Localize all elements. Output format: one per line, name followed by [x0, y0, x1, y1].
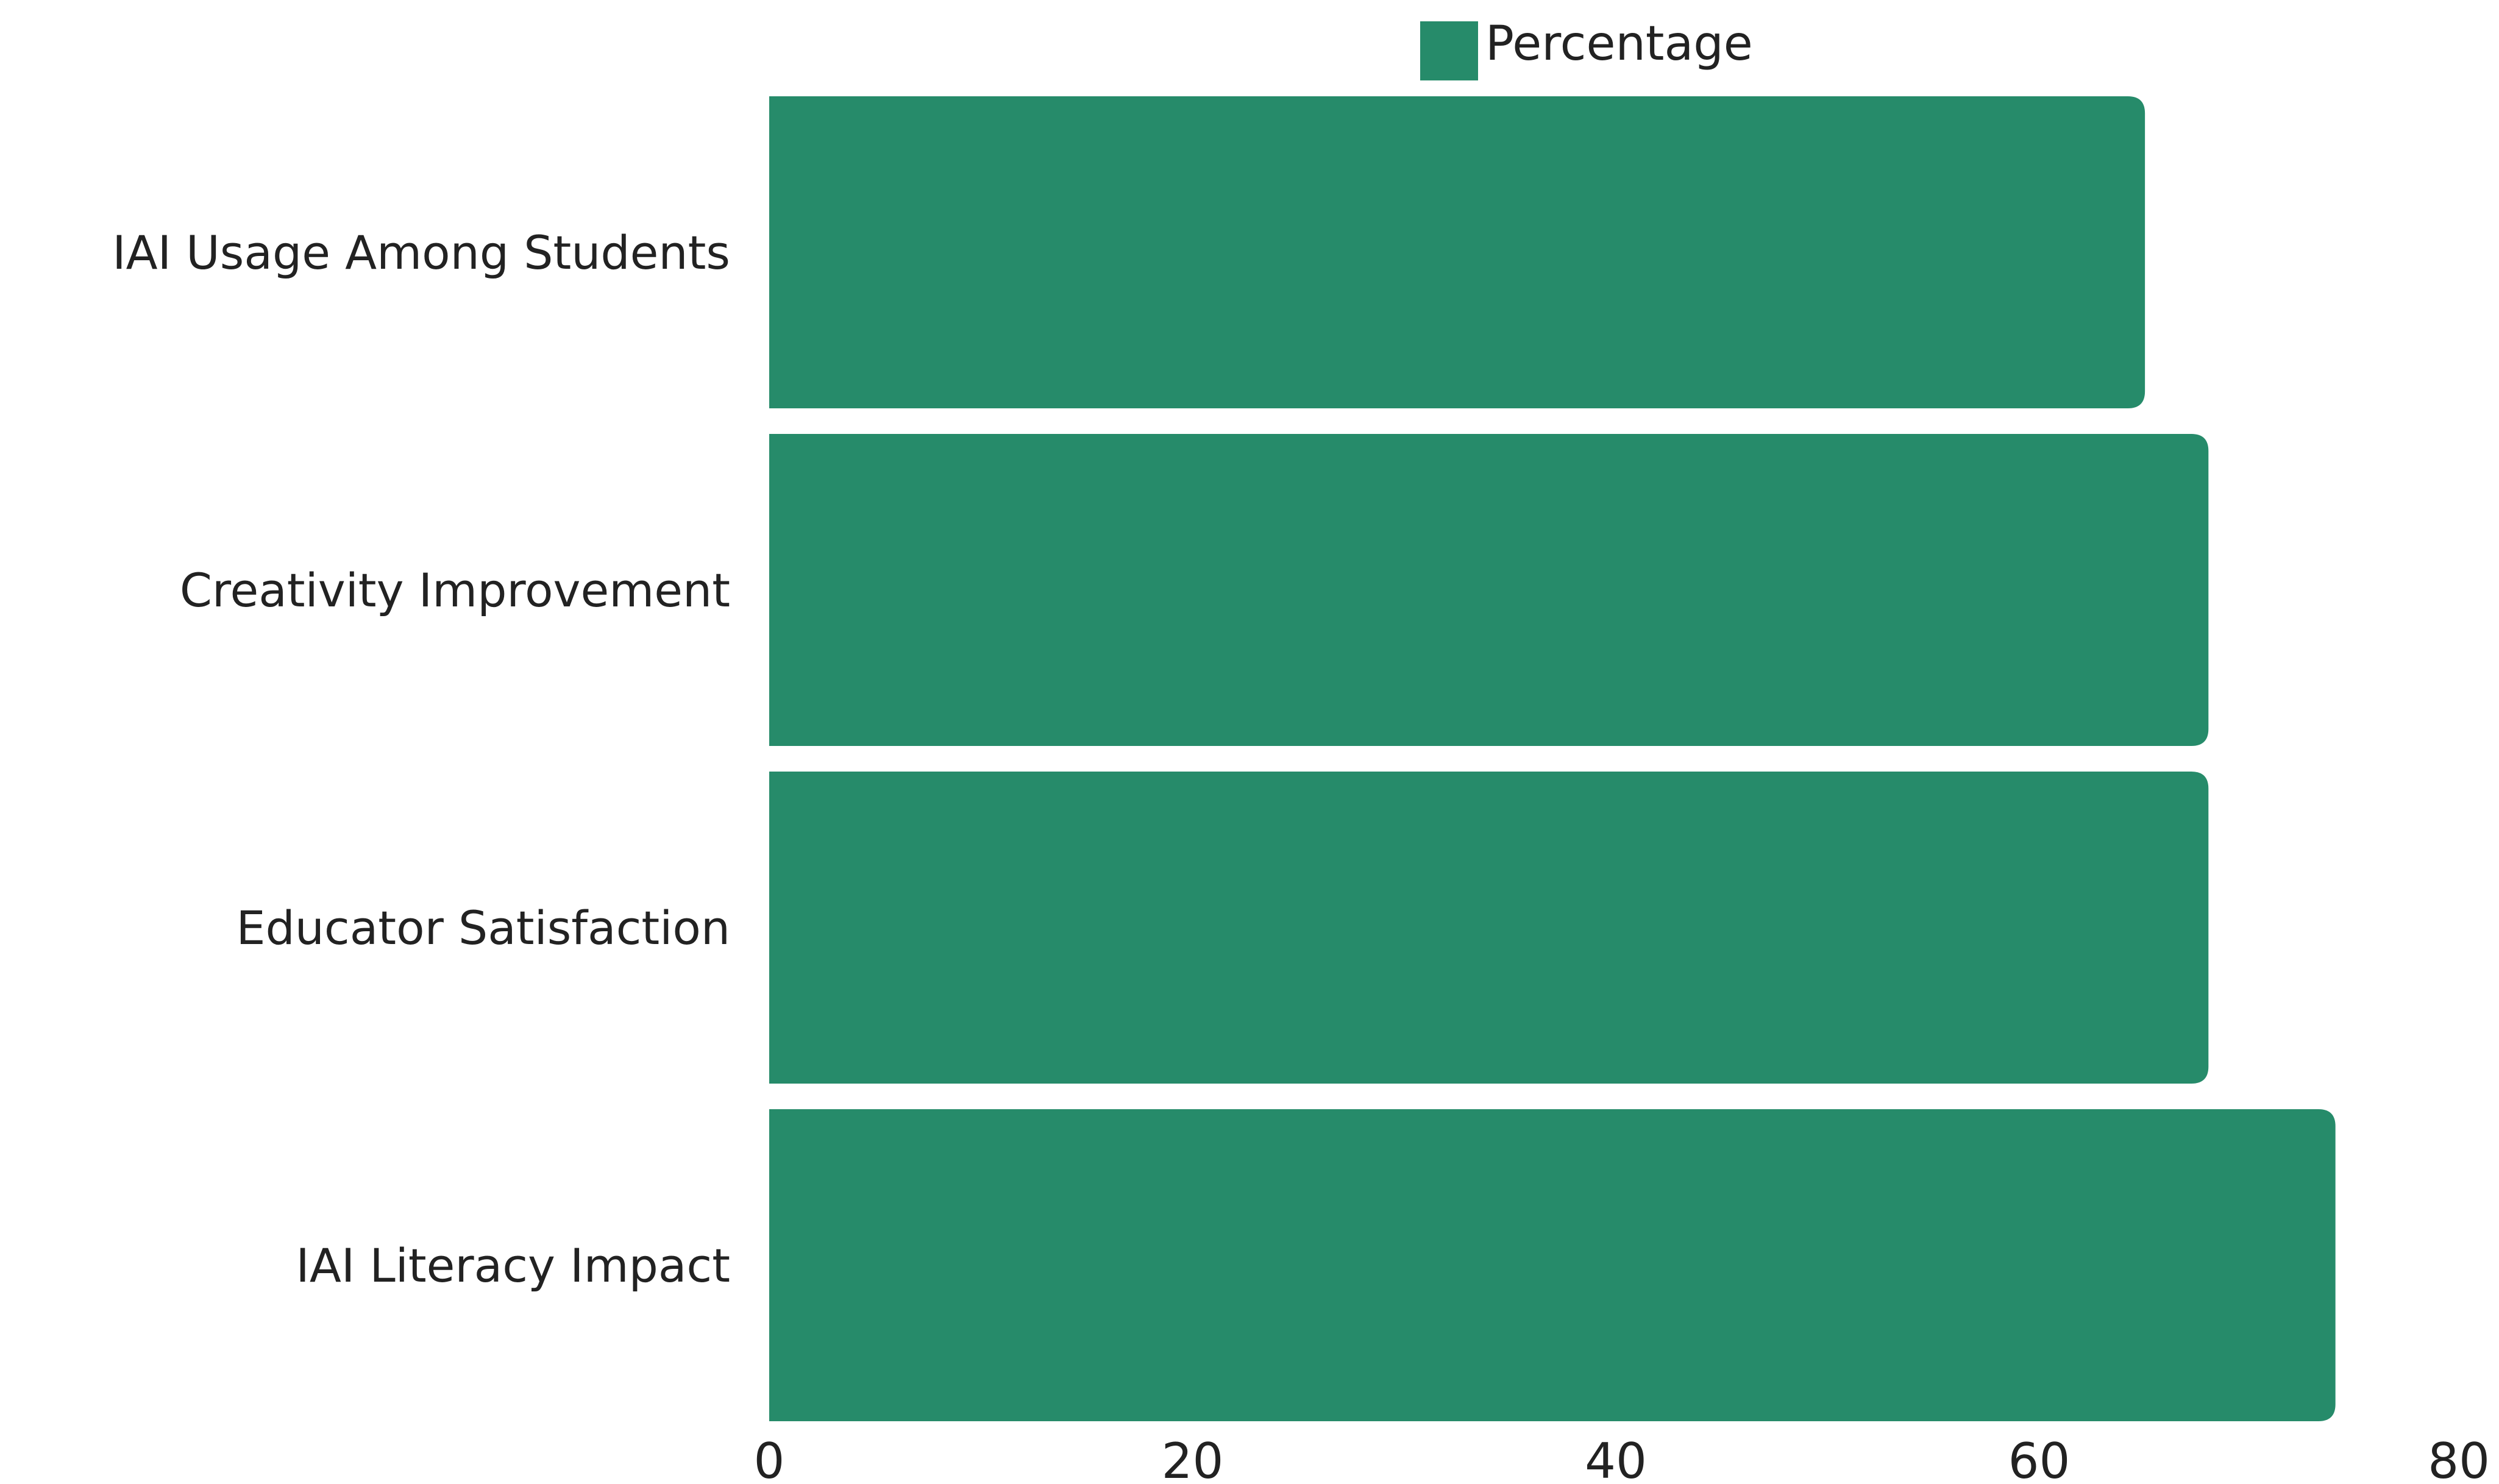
bar-creativity-improvement: [769, 434, 2209, 746]
bar-iai-literacy-impact: [769, 1109, 2336, 1421]
x-tick-label-60: 60: [2008, 1433, 2071, 1484]
category-label-iai-literacy-impact: IAI Literacy Impact: [296, 1238, 730, 1293]
bar-educator-satisfaction: [769, 772, 2209, 1084]
x-tick-label-40: 40: [1585, 1433, 1647, 1484]
x-tick-label-80: 80: [2428, 1433, 2490, 1484]
legend: Percentage: [1420, 16, 1753, 80]
category-label-creativity-improvement: Creativity Improvement: [180, 563, 730, 617]
bars: [769, 96, 2336, 1421]
category-label-iai-usage-among-students: IAI Usage Among Students: [112, 225, 730, 280]
x-tick-label-20: 20: [1162, 1433, 1224, 1484]
category-labels: IAI Usage Among Students Creativity Impro…: [112, 225, 730, 1293]
x-tick-label-0: 0: [754, 1433, 785, 1484]
bar-iai-usage-among-students: [769, 96, 2145, 408]
category-label-educator-satisfaction: Educator Satisfaction: [236, 901, 730, 955]
legend-label-percentage: Percentage: [1485, 16, 1753, 71]
legend-swatch: [1420, 21, 1478, 80]
x-axis-ticks: 0 20 40 60 80: [754, 1433, 2490, 1484]
